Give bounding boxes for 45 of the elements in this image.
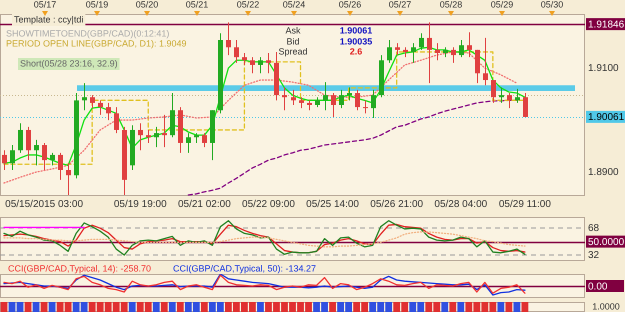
text: 05/19	[86, 0, 108, 10]
text: 05/20	[136, 0, 158, 10]
annotation: Bid	[286, 36, 300, 46]
candlestick	[242, 53, 247, 65]
annotation: SHOWTIMETOEND(GBP/CAD)(0:12:41)	[6, 28, 170, 38]
ref-line-label: 0.00	[588, 281, 608, 292]
annotation: PERIOD OPEN LINE(GBP/CAD, D1): 1.9049	[6, 38, 187, 48]
x-tick-label: 05/29 11:00	[498, 198, 552, 210]
annotation: Spread	[278, 46, 308, 56]
text: 05/21	[186, 0, 208, 10]
y-tick-label: 32	[588, 250, 600, 261]
candlestick	[291, 90, 296, 105]
x-tick-label: 05/25 14:00	[306, 198, 360, 210]
text: 1.0000	[592, 301, 620, 312]
candlestick	[515, 88, 520, 103]
text: 05/29	[490, 0, 514, 10]
annotation: Short(05/28 23:16, 32.9)	[20, 58, 118, 68]
y-tick-label: 68	[588, 222, 600, 234]
x-tick-label: 05/26 21:00	[370, 198, 424, 210]
series-label: CCI(GBP/CAD,Typical, 50): -134.27	[173, 263, 316, 274]
text: 05/17	[34, 0, 56, 10]
y-tick-label: 1.8900	[588, 166, 620, 178]
text: 05/24	[282, 0, 306, 10]
annotation: 1.90061	[340, 25, 372, 36]
series-label: CCI(GBP/CAD,Typical, 14): -258.70	[8, 263, 152, 274]
x-tick-label: 05/22 09:00	[242, 198, 296, 210]
x-tick-label: 05/28 04:00	[434, 198, 488, 210]
y-tick-label: 1.9100	[588, 62, 620, 74]
annotation: Ask	[285, 25, 301, 36]
text: 05/30	[540, 0, 564, 10]
x-tick-label: 05/21 02:00	[178, 198, 232, 210]
text: 05/28	[440, 0, 462, 10]
annotation: Template : ccy|tdi	[14, 14, 84, 24]
text: 05/27	[388, 0, 412, 10]
ref-line-label: 1.90061	[588, 112, 625, 124]
candlestick	[82, 83, 87, 110]
ref-line-label: 50.0000	[588, 236, 625, 248]
annotation: 2.6	[350, 46, 362, 56]
text: 05/22	[236, 0, 260, 10]
x-tick-label: 05/19 19:00	[114, 198, 168, 210]
text: 05/26	[338, 0, 362, 10]
line-series	[3, 231, 526, 248]
x-tick-label: 05/15/2015 03:00	[5, 198, 84, 210]
ref-line-label: 1.91846	[588, 19, 625, 30]
annotation: 1.90035	[340, 36, 372, 46]
